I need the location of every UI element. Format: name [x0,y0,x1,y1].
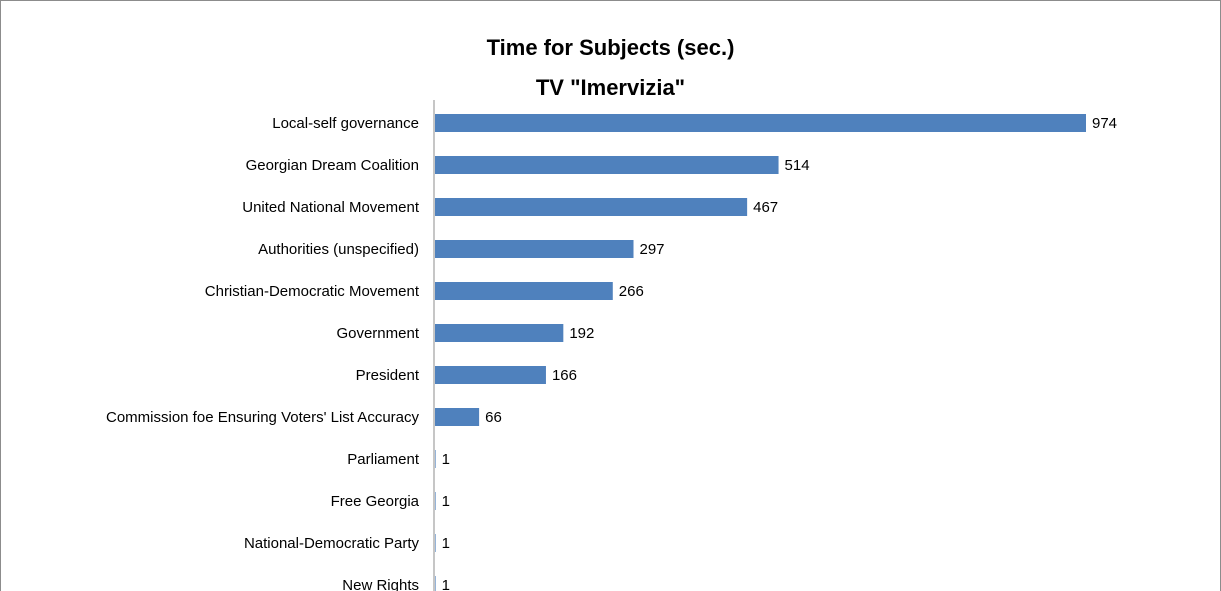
bar-6 [435,324,564,342]
data-label: 1 [442,493,450,510]
data-label: 297 [640,241,665,258]
bars-layer [435,114,1086,591]
data-label: 467 [753,199,778,216]
data-label: 166 [552,367,577,384]
bar-12 [435,576,436,591]
bar-9 [435,450,436,468]
bar-4 [435,240,634,258]
data-label: 192 [569,325,594,342]
category-label: Free Georgia [331,493,420,510]
category-label: New Rights [342,577,419,591]
category-label: National-Democratic Party [244,535,420,552]
data-label: 1 [442,535,450,552]
data-label: 66 [485,409,502,426]
category-label: Local-self governance [272,115,419,132]
category-label: Christian-Democratic Movement [205,283,420,300]
category-label: Georgian Dream Coalition [246,157,419,174]
category-label: Commission foe Ensuring Voters' List Acc… [106,409,419,426]
category-label: Government [336,325,419,342]
bar-7 [435,366,546,384]
category-label: Authorities (unspecified) [258,241,419,258]
data-label: 974 [1092,115,1117,132]
data-label: 514 [785,157,810,174]
labels-layer: Local-self governance 974 Georgian Dream C… [106,115,1117,591]
bar-11 [435,534,436,552]
bar-2 [435,156,779,174]
data-label: 1 [442,451,450,468]
category-label: United National Movement [242,199,420,216]
category-label: President [356,367,420,384]
bar-3 [435,198,748,216]
data-label: 266 [619,283,644,300]
data-label: 1 [442,577,450,591]
bar-8 [435,408,480,426]
bar-5 [435,282,613,300]
category-label: Parliament [347,451,420,468]
chart-title: Time for Subjects (sec.) [486,35,735,60]
bar-10 [435,492,436,510]
bar-1 [435,114,1086,132]
chart-subtitle: TV "Imervizia" [535,75,686,100]
